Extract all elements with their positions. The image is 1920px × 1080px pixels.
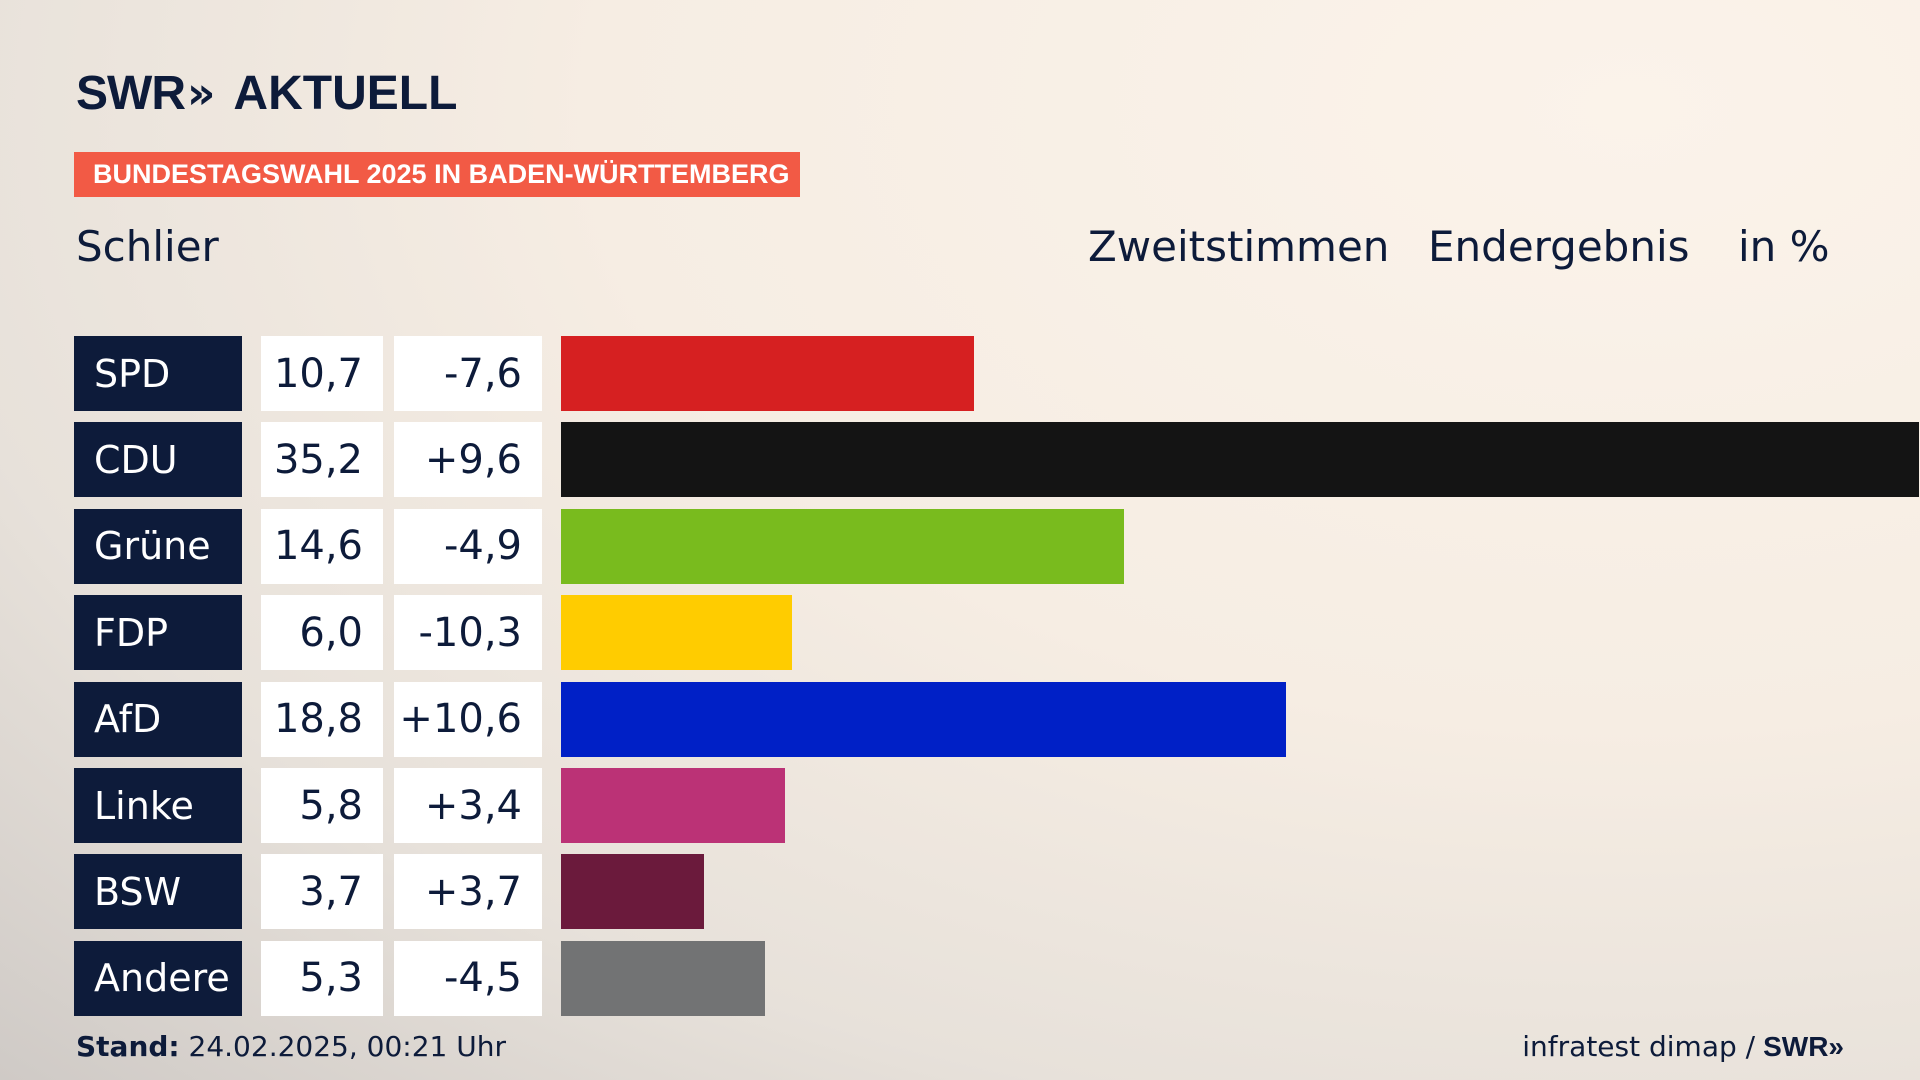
status-label: Endergebnis — [1428, 222, 1690, 271]
vote-share-bar — [561, 336, 974, 411]
stand-info: Stand: 24.02.2025, 00:21 Uhr — [76, 1030, 506, 1063]
party-label: Andere — [74, 940, 242, 1016]
vote-share-bar — [561, 422, 1919, 498]
logo-aktuell-text: AKTUELL — [233, 67, 458, 120]
vote-change-value: -7,6 — [394, 336, 542, 411]
vote-share-bar — [561, 508, 1125, 584]
source-label: infratest dimap / — [1522, 1030, 1756, 1063]
place-title: Schlier — [76, 222, 219, 271]
stand-value: 24.02.2025, 00:21 Uhr — [188, 1030, 506, 1063]
party-label: Grüne — [74, 508, 242, 584]
vote-share-bar — [561, 854, 704, 930]
vote-share-value: 35,2 — [261, 422, 383, 498]
party-label: SPD — [74, 336, 242, 411]
vote-share-value: 3,7 — [261, 854, 383, 930]
vote-change-value: +9,6 — [394, 422, 542, 498]
vote-change-value: -10,3 — [394, 595, 542, 671]
vote-share-bar — [561, 681, 1287, 757]
logo-arrows-icon: » — [186, 68, 216, 119]
vote-share-value: 14,6 — [261, 508, 383, 584]
source-swr-logo: SWR» — [1763, 1030, 1844, 1062]
party-label: Linke — [74, 768, 242, 843]
logo-swr-text: SWR — [76, 67, 186, 120]
vote-share-value: 10,7 — [261, 336, 383, 411]
vote-share-value: 5,8 — [261, 768, 383, 843]
vote-change-value: +3,7 — [394, 854, 542, 930]
vote-share-value: 5,3 — [261, 940, 383, 1016]
stand-label: Stand: — [76, 1030, 180, 1063]
party-label: FDP — [74, 595, 242, 671]
vote-type-label: Zweitstimmen — [1088, 222, 1390, 271]
unit-label: in % — [1738, 222, 1830, 271]
vote-change-value: -4,5 — [394, 940, 542, 1016]
vote-share-value: 18,8 — [261, 681, 383, 757]
party-label: AfD — [74, 681, 242, 757]
party-label: BSW — [74, 854, 242, 930]
party-label: CDU — [74, 422, 242, 498]
vote-change-value: +10,6 — [394, 681, 542, 757]
vote-change-value: -4,9 — [394, 508, 542, 584]
election-banner: BUNDESTAGSWAHL 2025 IN BADEN-WÜRTTEMBERG — [74, 152, 800, 197]
vote-share-bar — [561, 940, 766, 1016]
vote-share-bar — [561, 595, 793, 671]
vote-share-bar — [561, 768, 785, 843]
swr-aktuell-logo: SWR » AKTUELL — [76, 66, 457, 121]
source-info: infratest dimap / SWR» — [1522, 1030, 1844, 1063]
vote-change-value: +3,4 — [394, 768, 542, 843]
vote-share-value: 6,0 — [261, 595, 383, 671]
